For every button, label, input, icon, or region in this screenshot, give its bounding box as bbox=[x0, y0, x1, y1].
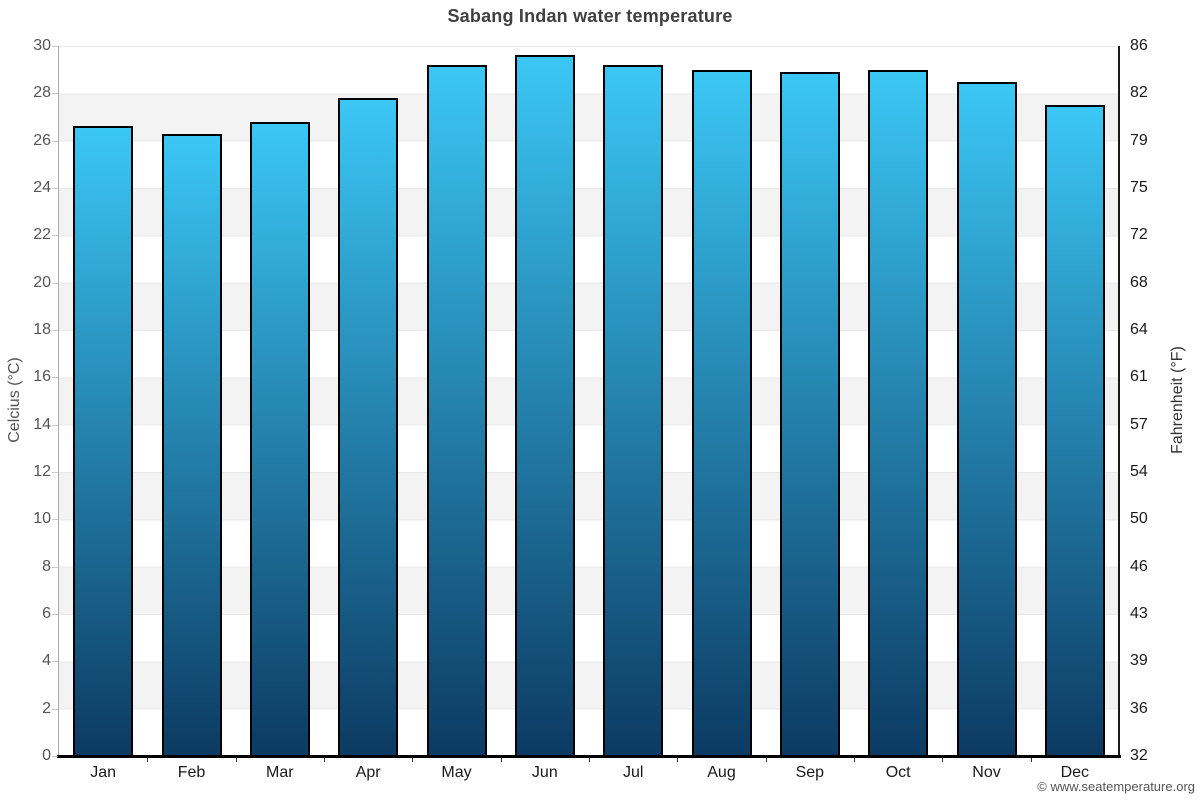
celsius-tick-mark bbox=[52, 614, 58, 615]
temperature-bar-jan bbox=[73, 126, 134, 756]
fahrenheit-axis-title: Fahrenheit (°F) bbox=[1169, 346, 1186, 454]
x-axis-tick-mark bbox=[147, 758, 149, 762]
fahrenheit-tick-label: 79 bbox=[1130, 131, 1148, 149]
month-label: Jun bbox=[531, 764, 558, 781]
temperature-bar-aug bbox=[691, 69, 752, 756]
fahrenheit-tick-label: 82 bbox=[1130, 84, 1148, 102]
temperature-bar-mar bbox=[249, 121, 310, 756]
month-label: Sep bbox=[795, 764, 825, 781]
celsius-tick-mark bbox=[52, 756, 58, 757]
x-axis-tick-mark bbox=[589, 758, 590, 762]
x-axis-tick-mark bbox=[677, 758, 679, 762]
fahrenheit-tick-label: 36 bbox=[1130, 699, 1148, 717]
celsius-tick-label: 8 bbox=[42, 557, 51, 575]
temperature-bar-jul bbox=[603, 64, 664, 756]
x-axis-tick-mark bbox=[1030, 758, 1032, 762]
fahrenheit-axis-line bbox=[1118, 46, 1120, 756]
celsius-tick-mark bbox=[52, 708, 58, 710]
celsius-tick-label: 10 bbox=[33, 510, 51, 528]
temperature-bar-sep bbox=[779, 72, 840, 756]
x-axis-tick-mark bbox=[412, 758, 414, 762]
celsius-tick-label: 14 bbox=[33, 415, 51, 433]
celsius-tick-mark bbox=[52, 424, 58, 426]
month-label: May bbox=[441, 764, 472, 781]
celsius-tick-label: 4 bbox=[42, 652, 51, 670]
month-label: Aug bbox=[707, 764, 736, 781]
temperature-bar-dec bbox=[1044, 105, 1105, 756]
celsius-tick-label: 0 bbox=[42, 747, 51, 764]
celsius-tick-label: 24 bbox=[33, 179, 51, 196]
celsius-tick-mark bbox=[52, 188, 58, 189]
month-label: Oct bbox=[885, 764, 911, 781]
month-label: Apr bbox=[355, 764, 381, 781]
month-label: Jul bbox=[622, 764, 644, 781]
celsius-tick-mark bbox=[52, 46, 58, 47]
fahrenheit-tick-label: 50 bbox=[1130, 510, 1148, 528]
month-label: Nov bbox=[972, 764, 1001, 781]
celsius-tick-label: 16 bbox=[33, 368, 51, 386]
celsius-tick-mark bbox=[52, 235, 58, 237]
month-label: Feb bbox=[177, 764, 206, 781]
temperature-bar-nov bbox=[956, 81, 1017, 756]
x-axis-tick-mark bbox=[854, 758, 855, 762]
fahrenheit-tick-label: 57 bbox=[1130, 415, 1148, 433]
celsius-tick-mark bbox=[52, 140, 58, 142]
fahrenheit-tick-label: 54 bbox=[1130, 463, 1148, 480]
temperature-bar-apr bbox=[338, 98, 399, 756]
celsius-tick-label: 12 bbox=[33, 463, 51, 480]
celsius-tick-mark bbox=[52, 472, 58, 473]
celsius-tick-label: 6 bbox=[42, 605, 51, 622]
celsius-tick-mark bbox=[52, 330, 58, 331]
celsius-tick-label: 2 bbox=[42, 699, 51, 717]
fahrenheit-tick-label: 39 bbox=[1130, 652, 1148, 670]
fahrenheit-tick-label: 43 bbox=[1130, 605, 1148, 622]
month-label: Mar bbox=[266, 764, 294, 781]
copyright-credit: © www.seatemperature.org bbox=[1037, 779, 1195, 794]
celsius-tick-mark bbox=[52, 93, 58, 95]
celsius-tick-label: 30 bbox=[33, 37, 51, 54]
x-axis-baseline bbox=[57, 755, 1121, 758]
x-axis-tick-mark bbox=[235, 758, 237, 762]
x-axis-tick-mark bbox=[324, 758, 325, 762]
fahrenheit-tick-label: 68 bbox=[1130, 273, 1148, 291]
celsius-axis-line bbox=[58, 46, 59, 756]
celsius-tick-mark bbox=[52, 519, 58, 521]
fahrenheit-tick-label: 32 bbox=[1130, 747, 1148, 764]
fahrenheit-tick-label: 86 bbox=[1130, 37, 1148, 54]
x-axis-tick-mark bbox=[500, 758, 502, 762]
celsius-tick-mark bbox=[52, 377, 58, 379]
celsius-tick-label: 28 bbox=[33, 84, 51, 102]
celsius-tick-label: 18 bbox=[33, 321, 51, 338]
celsius-tick-label: 22 bbox=[33, 226, 51, 244]
celsius-tick-label: 20 bbox=[33, 273, 51, 291]
month-label: Jan bbox=[90, 764, 117, 781]
temperature-bar-oct bbox=[868, 69, 929, 756]
fahrenheit-tick-label: 64 bbox=[1130, 321, 1148, 338]
fahrenheit-tick-label: 61 bbox=[1130, 368, 1148, 386]
fahrenheit-tick-label: 75 bbox=[1130, 179, 1148, 196]
x-axis-tick-mark bbox=[765, 758, 767, 762]
fahrenheit-tick-label: 46 bbox=[1130, 557, 1148, 575]
x-axis-tick-mark bbox=[942, 758, 944, 762]
celsius-tick-mark bbox=[52, 661, 58, 663]
month-label: Dec bbox=[1060, 764, 1090, 781]
celsius-tick-mark bbox=[52, 566, 58, 568]
celsius-tick-label: 26 bbox=[33, 131, 51, 149]
fahrenheit-tick-label: 72 bbox=[1130, 226, 1148, 244]
temperature-bar-feb bbox=[161, 133, 222, 756]
plot-area bbox=[59, 46, 1119, 756]
temperature-bar-jun bbox=[514, 55, 575, 756]
temperature-bar-may bbox=[426, 64, 487, 756]
celsius-tick-mark bbox=[52, 282, 58, 284]
chart-title: Sabang Indan water temperature bbox=[447, 6, 733, 26]
